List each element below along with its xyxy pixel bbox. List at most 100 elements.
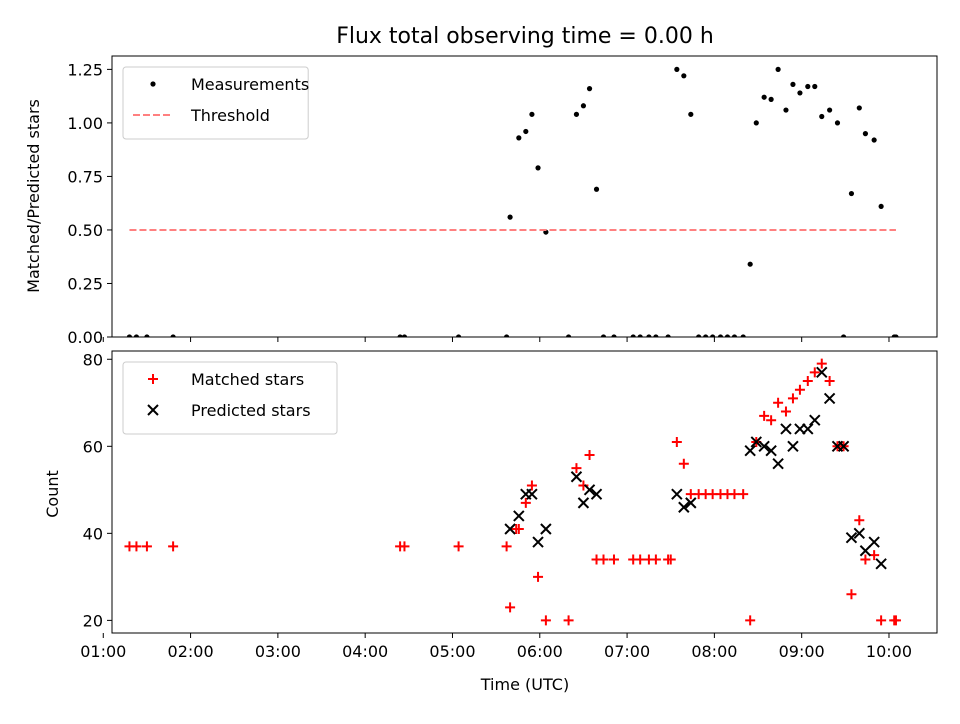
x-tick-label: 10:00 <box>866 642 912 661</box>
x-tick-label: 07:00 <box>604 642 650 661</box>
data-point <box>696 334 702 337</box>
data-point <box>523 128 529 135</box>
data-point <box>824 376 835 387</box>
data-point <box>505 602 516 613</box>
data-point <box>740 334 746 337</box>
data-point <box>744 444 756 457</box>
series-predicted-stars <box>504 366 887 570</box>
legend-box <box>122 66 309 140</box>
data-point <box>126 334 133 337</box>
data-point <box>635 554 646 565</box>
data-point <box>878 203 884 210</box>
data-point <box>859 545 872 557</box>
data-point <box>168 541 179 552</box>
data-point <box>671 488 683 500</box>
data-point <box>738 489 749 500</box>
legend-label: Measurements <box>191 75 309 94</box>
data-point <box>854 515 865 526</box>
data-point <box>724 334 731 337</box>
data-point <box>513 523 524 534</box>
data-point <box>827 107 833 113</box>
data-point <box>608 554 619 565</box>
top-panel: 0.00 0.25 0.50 0.75 1.00 1.25 Measurements Thre… <box>67 55 938 347</box>
series-measurements <box>126 66 899 337</box>
data-point <box>144 334 150 337</box>
data-point <box>580 103 587 109</box>
data-point <box>583 484 596 496</box>
data-point <box>570 471 583 483</box>
x-tick-label: 05:00 <box>429 642 475 661</box>
data-point <box>577 497 590 509</box>
axes-frame <box>111 350 938 634</box>
data-point <box>775 66 781 72</box>
legend-marker <box>148 374 158 384</box>
data-point <box>529 111 535 117</box>
bottom-y-axis-label: Count <box>43 470 62 518</box>
data-point <box>688 111 694 117</box>
data-point <box>665 554 676 565</box>
data-point <box>783 107 789 113</box>
data-point <box>637 334 643 337</box>
data-point <box>862 131 869 137</box>
data-point <box>787 440 799 453</box>
y-tick-label: 0.75 <box>67 167 103 186</box>
y-tick-label: 1.00 <box>67 114 103 133</box>
data-point <box>875 558 887 570</box>
y-tick-label: 40 <box>83 524 103 543</box>
legend-box <box>122 361 338 435</box>
data-point <box>600 334 607 337</box>
x-tick-label: 08:00 <box>691 642 737 661</box>
data-point <box>141 541 152 552</box>
chart-title: Flux total observing time = 0.00 h <box>336 24 714 49</box>
data-point <box>846 589 857 600</box>
data-point <box>840 334 847 337</box>
data-point <box>678 458 689 469</box>
data-point <box>504 334 510 337</box>
data-point <box>540 615 551 626</box>
data-point <box>526 488 538 500</box>
data-point <box>794 384 805 395</box>
data-point <box>681 73 687 79</box>
data-point <box>453 541 464 552</box>
legend: Measurements Threshold <box>122 66 309 140</box>
data-point <box>773 397 784 408</box>
y-tick-label: 80 <box>83 350 103 369</box>
data-point <box>593 186 600 192</box>
data-point <box>871 137 877 143</box>
data-point <box>526 480 537 491</box>
data-point <box>759 410 770 421</box>
data-point <box>802 423 814 435</box>
data-point <box>890 615 901 626</box>
data-point <box>170 334 176 337</box>
data-point <box>611 334 617 337</box>
data-point <box>131 541 142 552</box>
data-point <box>868 536 880 548</box>
data-point <box>535 165 541 171</box>
legend-label: Matched stars <box>191 370 304 389</box>
data-point <box>516 135 522 141</box>
y-tick-label: 1.25 <box>67 60 103 79</box>
y-tick-label: 0.50 <box>67 221 103 240</box>
data-point <box>598 554 609 565</box>
y-tick-label: 0.25 <box>67 274 103 293</box>
data-point <box>809 414 821 426</box>
data-point <box>765 444 777 457</box>
data-point <box>532 536 544 548</box>
data-point <box>787 393 798 404</box>
data-point <box>812 83 818 90</box>
data-point <box>513 510 525 522</box>
legend-marker <box>147 404 159 416</box>
data-point <box>729 489 740 500</box>
data-point <box>671 436 682 447</box>
legend-label: Predicted stars <box>191 401 311 420</box>
legend-label: Threshold <box>190 106 270 125</box>
data-point <box>761 94 767 100</box>
data-point <box>563 615 574 626</box>
data-point <box>876 615 887 626</box>
data-point <box>584 450 595 461</box>
data-point <box>571 463 582 474</box>
data-point <box>780 406 791 417</box>
data-point <box>401 334 408 337</box>
data-point <box>745 615 756 626</box>
data-point <box>650 554 661 565</box>
